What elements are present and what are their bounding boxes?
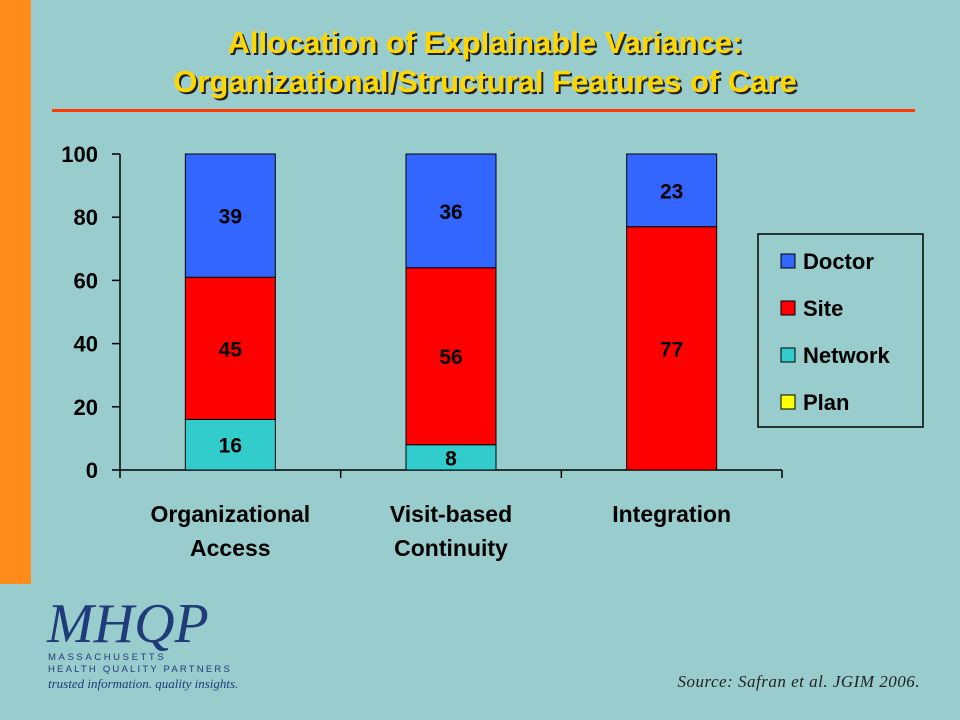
data-label: 8	[445, 447, 457, 470]
mhqp-logo: MHQP MASSACHUSETTS HEALTH QUALITY PARTNE…	[46, 593, 238, 691]
x-category-label: Continuity	[394, 535, 508, 561]
data-label: 16	[219, 435, 242, 458]
bar-segment-doctor	[626, 153, 718, 228]
y-tick-label: 60	[74, 268, 98, 293]
data-label: 45	[219, 338, 243, 361]
left-accent-bar	[0, 0, 31, 584]
data-label: 77	[660, 338, 683, 361]
x-category-label: Integration	[612, 501, 731, 527]
bar-segment-site	[405, 267, 497, 446]
legend-label-network: Network	[803, 343, 891, 368]
data-label: 36	[439, 201, 462, 224]
legend-swatch-site	[780, 300, 796, 316]
y-tick-label: 100	[61, 142, 98, 167]
legend-label-site: Site	[803, 296, 843, 321]
logo-line-1: MASSACHUSETTS	[48, 652, 166, 663]
y-tick-label: 0	[86, 458, 98, 483]
x-category-label: Organizational	[150, 501, 310, 527]
legend-label-doctor: Doctor	[803, 249, 874, 274]
bar-segment-network	[405, 444, 497, 471]
chart-title-line-1: Allocation of Explainable Variance:	[227, 25, 743, 60]
legend-label-plan: Plan	[803, 390, 849, 415]
bar-segment-site	[626, 226, 718, 471]
y-tick-label: 20	[74, 395, 98, 420]
data-label: 56	[439, 346, 462, 369]
title-underline	[52, 109, 915, 112]
data-label: 23	[660, 180, 683, 203]
legend-swatch-plan	[780, 394, 796, 410]
bar-segment-doctor	[405, 153, 497, 269]
legend-swatch-network	[780, 347, 796, 363]
bar-segment-site	[184, 276, 276, 420]
logo-tagline: trusted information. quality insights.	[48, 676, 238, 691]
x-category-label: Visit-based	[390, 501, 512, 527]
logo-line-2: HEALTH QUALITY PARTNERS	[48, 664, 232, 675]
y-tick-label: 40	[74, 332, 98, 357]
source-citation: Source: Safran et al. JGIM 2006.	[677, 672, 920, 691]
bar-segment-network	[184, 418, 276, 471]
x-category-label: Access	[190, 535, 271, 561]
y-tick-label: 80	[74, 205, 98, 230]
chart-title-line-2: Organizational/Structural Features of Ca…	[173, 64, 797, 99]
data-label: 39	[219, 206, 242, 229]
bar-segment-doctor	[184, 153, 276, 278]
logo-mark: MHQP	[46, 593, 209, 655]
legend-box	[757, 233, 924, 428]
legend-swatch-doctor	[780, 253, 796, 269]
